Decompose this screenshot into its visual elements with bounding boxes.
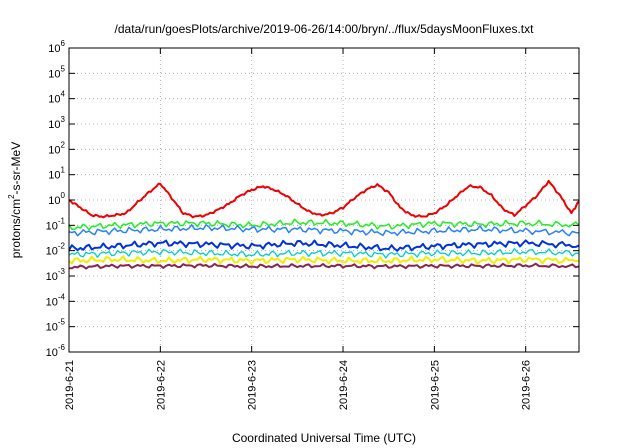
y-tick-label: 10-2 [46, 242, 66, 258]
series-line-5 [68, 248, 580, 259]
grid-lines [69, 48, 579, 352]
y-tick-label: 105 [48, 64, 65, 80]
series-line-2 [68, 218, 580, 231]
y-tick-label: 10-6 [46, 343, 66, 359]
y-tick-label: 10-4 [46, 292, 66, 308]
series-line-4 [68, 239, 580, 252]
y-tick-label: 10-1 [46, 216, 66, 232]
x-axis-label: Coordinated Universal Time (UTC) [232, 431, 416, 445]
x-tick-label: 2019-6-24 [338, 360, 350, 410]
series-group [68, 179, 580, 270]
x-tick-label: 2019-6-22 [155, 360, 167, 410]
y-tick-label: 104 [48, 90, 65, 106]
x-tick-label: 2019-6-26 [521, 360, 533, 410]
series-line-1 [68, 179, 580, 219]
y-tick-label: 102 [48, 140, 65, 156]
y-tick-labels: 10-6 10-5 10-4 10-3 10-2 10-1 100 101 102 103 104 1… [46, 39, 66, 359]
series-line-3 [68, 224, 580, 237]
series-line-6 [68, 255, 580, 266]
y-tick-label: 103 [48, 115, 65, 131]
axis-ticks [68, 47, 579, 353]
y-axis-label: protons/cm2-s-sr-MeV [7, 142, 23, 258]
x-tick-label: 2019-6-23 [247, 360, 259, 410]
x-tick-label: 2019-6-25 [429, 360, 441, 410]
y-tick-label: 100 [48, 191, 65, 207]
y-tick-label: 106 [48, 39, 65, 55]
series-line-7 [69, 262, 580, 270]
y-tick-label: 10-5 [46, 318, 66, 334]
y-tick-label: 10-3 [46, 267, 66, 283]
y-tick-label: 101 [48, 166, 65, 182]
x-tick-label: 2019-6-21 [64, 360, 76, 410]
x-tick-labels: 2019-6-21 2019-6-22 2019-6-23 2019-6-24 2019… [64, 360, 533, 410]
chart-title: /data/run/goesPlots/archive/2019-06-26/1… [115, 22, 535, 36]
